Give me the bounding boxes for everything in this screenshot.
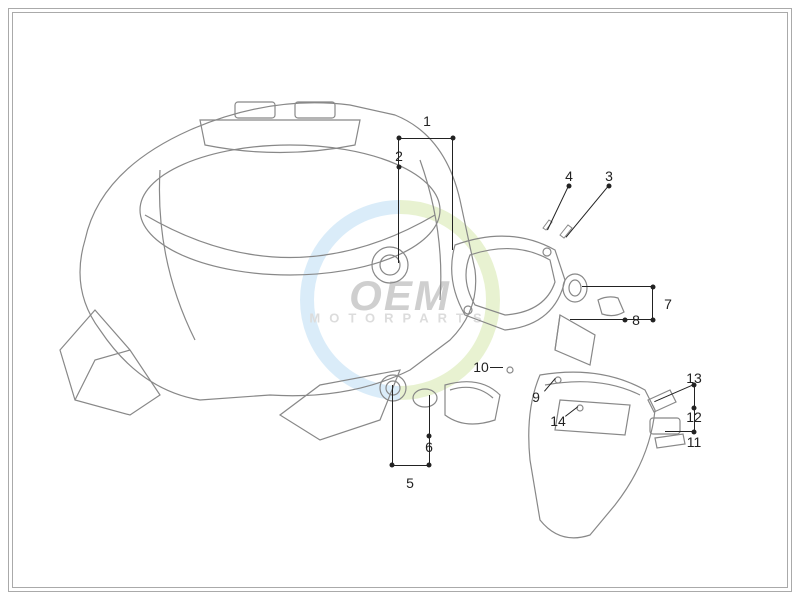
callout-line [399,138,453,139]
callout-label-10: 10 [473,359,489,375]
callout-line [392,385,393,465]
callout-label-11: 11 [687,434,702,450]
callout-line [665,431,694,432]
callout-line [544,378,556,392]
callout-label-9: 9 [532,389,540,405]
callout-label-3: 3 [605,168,613,184]
callout-label-2: 2 [395,148,403,164]
callout-line [655,384,694,402]
callouts-layer: 1234567891011121314 [0,0,800,600]
callout-line [392,465,429,466]
callout-line [565,185,609,238]
callout-dot [607,184,612,189]
callout-line [582,286,653,287]
callout-dot [567,184,572,189]
callout-label-6: 6 [425,439,433,455]
callout-line [547,186,569,230]
callout-dot [397,165,402,170]
callout-label-12: 12 [686,409,702,425]
callout-line [452,138,453,250]
callout-line [565,406,579,417]
callout-label-1: 1 [423,113,431,129]
callout-line [570,319,653,320]
callout-label-7: 7 [664,296,672,312]
callout-label-8: 8 [632,312,640,328]
callout-label-5: 5 [406,475,414,491]
callout-label-14: 14 [550,413,566,429]
callout-label-13: 13 [686,370,702,386]
callout-dot [427,434,432,439]
callout-dot [623,318,628,323]
callout-label-4: 4 [565,168,573,184]
callout-line [490,367,503,368]
callout-line [652,287,653,320]
